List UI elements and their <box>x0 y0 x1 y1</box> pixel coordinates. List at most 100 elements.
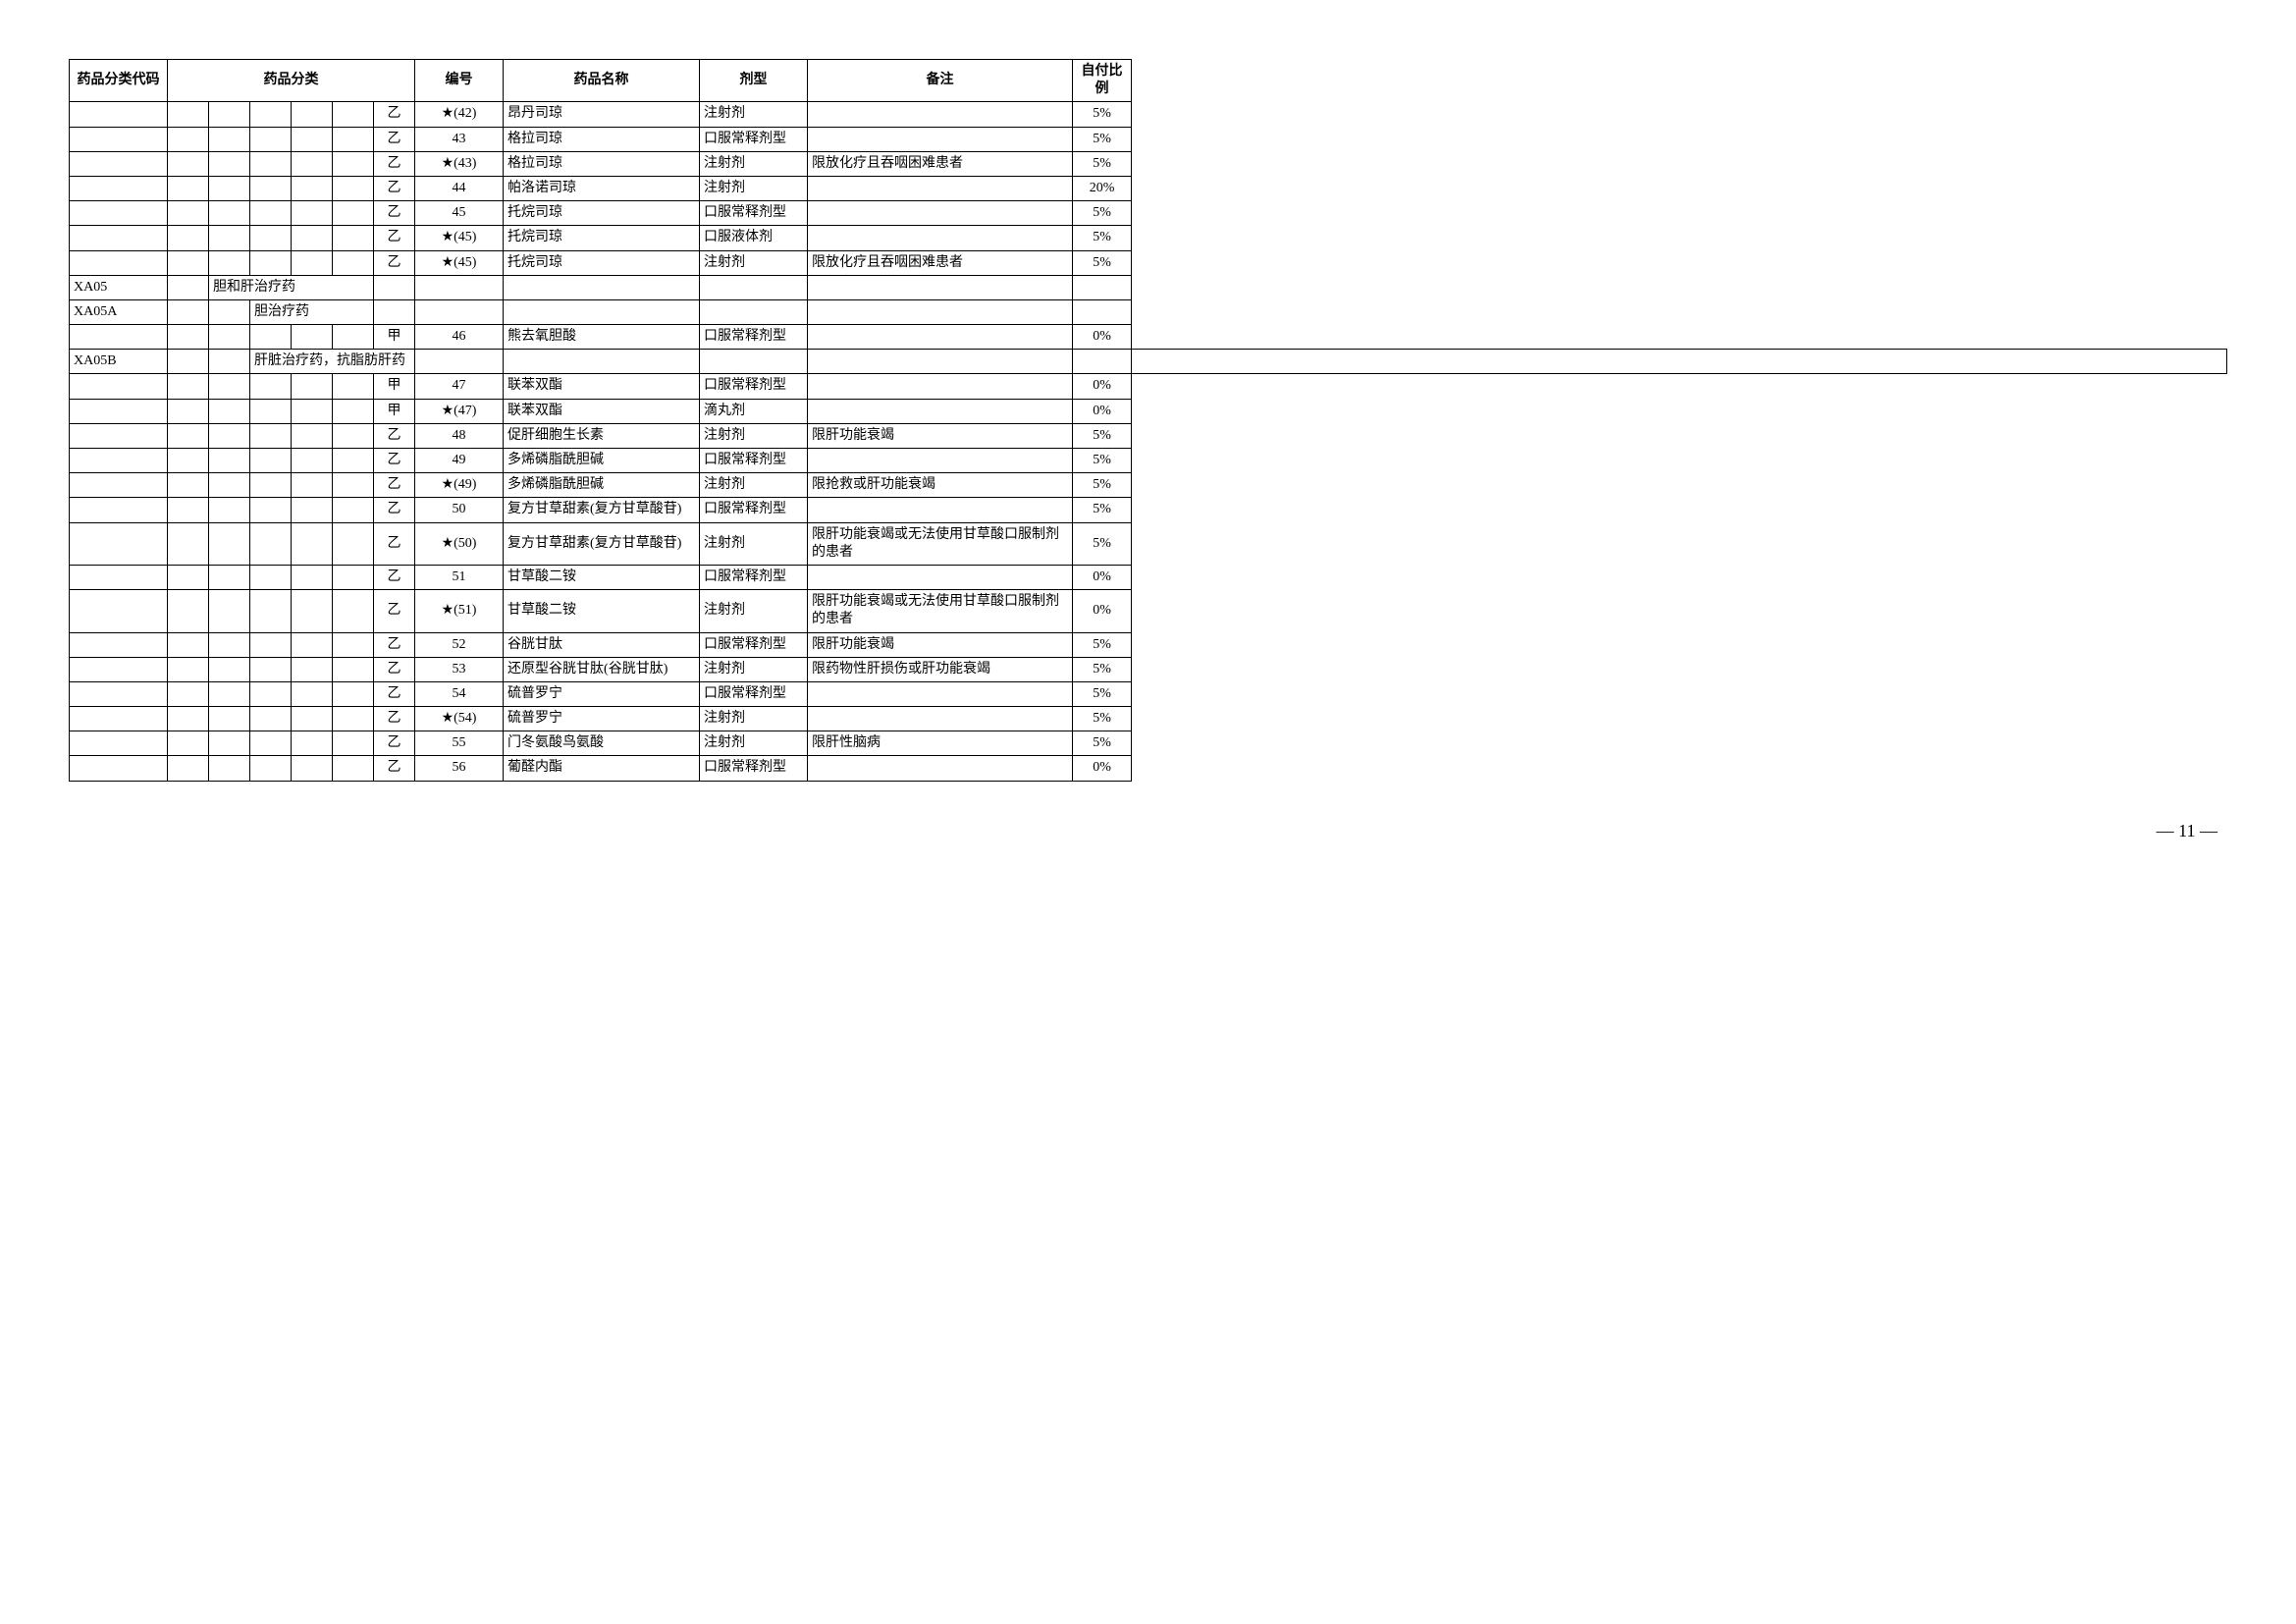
cell-note <box>808 201 1073 226</box>
cell-code <box>70 325 168 350</box>
cell-ratio: 5% <box>1073 449 1132 473</box>
cell-note <box>808 299 1073 324</box>
cell-cat <box>292 226 333 250</box>
cell-num: ★(45) <box>415 226 504 250</box>
cell-code: XA05 <box>70 275 168 299</box>
cell-form: 注射剂 <box>700 731 808 756</box>
cell-cat <box>292 707 333 731</box>
cell-form <box>700 299 808 324</box>
cell-cat <box>168 325 209 350</box>
cell-cat <box>292 423 333 448</box>
cell-num: ★(42) <box>415 102 504 127</box>
cell-name: 帕洛诺司琼 <box>504 176 700 200</box>
cell-cat <box>209 201 250 226</box>
cell-grade: 乙 <box>374 498 415 522</box>
cell-name: 甘草酸二铵 <box>504 565 700 589</box>
table-row: 乙55门冬氨酸鸟氨酸注射剂限肝性脑病5% <box>70 731 2227 756</box>
cell-ratio: 5% <box>1073 151 1132 176</box>
cell-code <box>70 449 168 473</box>
cell-cat <box>292 473 333 498</box>
cell-grade: 乙 <box>374 707 415 731</box>
table-row: 乙50复方甘草甜素(复方甘草酸苷)口服常释剂型5% <box>70 498 2227 522</box>
cell-num: ★(47) <box>415 399 504 423</box>
cell-cat <box>209 102 250 127</box>
cell-grade: 乙 <box>374 756 415 781</box>
cell-cat <box>209 731 250 756</box>
cell-cat <box>250 325 292 350</box>
cell-cat <box>250 498 292 522</box>
table-row: 乙48促肝细胞生长素注射剂限肝功能衰竭5% <box>70 423 2227 448</box>
cell-name <box>700 350 808 374</box>
cell-num: ★(49) <box>415 473 504 498</box>
cell-cat <box>209 423 250 448</box>
table-row: XA05A胆治疗药 <box>70 299 2227 324</box>
cell-num: 56 <box>415 756 504 781</box>
cell-cat <box>292 565 333 589</box>
cell-cat <box>209 473 250 498</box>
cell-cat <box>168 731 209 756</box>
cell-cat <box>333 374 374 399</box>
table-row: 乙45托烷司琼口服常释剂型5% <box>70 201 2227 226</box>
cell-cat <box>333 632 374 657</box>
cell-note <box>808 449 1073 473</box>
cell-ratio: 5% <box>1073 681 1132 706</box>
cell-grade: 乙 <box>374 250 415 275</box>
cell-num: ★(45) <box>415 250 504 275</box>
cell-code <box>70 151 168 176</box>
cell-ratio: 5% <box>1073 102 1132 127</box>
cell-name: 葡醛内酯 <box>504 756 700 781</box>
cell-name: 促肝细胞生长素 <box>504 423 700 448</box>
cell-code <box>70 399 168 423</box>
cell-name: 托烷司琼 <box>504 250 700 275</box>
cell-num: 43 <box>415 127 504 151</box>
cell-note <box>808 565 1073 589</box>
table-row: 乙★(42)昂丹司琼注射剂5% <box>70 102 2227 127</box>
cell-cat <box>333 176 374 200</box>
cell-name: 联苯双酯 <box>504 399 700 423</box>
cell-code <box>70 423 168 448</box>
cell-grade <box>415 350 504 374</box>
cell-num: ★(50) <box>415 522 504 565</box>
cell-code <box>70 681 168 706</box>
cell-grade: 甲 <box>374 399 415 423</box>
cell-cat <box>168 632 209 657</box>
cell-cat <box>333 473 374 498</box>
cell-grade <box>374 299 415 324</box>
cell-note <box>808 102 1073 127</box>
cell-name: 复方甘草甜素(复方甘草酸苷) <box>504 498 700 522</box>
cell-cat <box>168 473 209 498</box>
cell-cat <box>250 423 292 448</box>
cell-form <box>808 350 1073 374</box>
cell-cat <box>333 756 374 781</box>
cell-form: 注射剂 <box>700 176 808 200</box>
cell-cat <box>168 423 209 448</box>
cell-form: 注射剂 <box>700 423 808 448</box>
cell-grade: 甲 <box>374 374 415 399</box>
drug-table: 药品分类代码 药品分类 编号 药品名称 剂型 备注 自付比例 乙★(42)昂丹司… <box>69 59 2227 782</box>
cell-form: 注射剂 <box>700 151 808 176</box>
cell-form <box>700 275 808 299</box>
cell-code <box>70 590 168 632</box>
cell-code <box>70 250 168 275</box>
cell-cat <box>292 522 333 565</box>
cell-form: 注射剂 <box>700 707 808 731</box>
cell-num <box>504 350 700 374</box>
cell-ratio <box>1073 299 1132 324</box>
cell-grade: 乙 <box>374 657 415 681</box>
cell-cat <box>333 522 374 565</box>
cell-cat <box>292 374 333 399</box>
cell-cat <box>209 299 250 324</box>
cell-cat <box>292 250 333 275</box>
cell-num: ★(51) <box>415 590 504 632</box>
cell-note <box>1073 350 1132 374</box>
table-row: 甲46熊去氧胆酸口服常释剂型0% <box>70 325 2227 350</box>
table-row: 乙★(43)格拉司琼注射剂限放化疗且吞咽困难患者5% <box>70 151 2227 176</box>
cell-form: 口服常释剂型 <box>700 325 808 350</box>
cell-note <box>808 275 1073 299</box>
cell-ratio <box>1132 350 2227 374</box>
cell-cat <box>168 565 209 589</box>
cell-note: 限放化疗且吞咽困难患者 <box>808 250 1073 275</box>
cell-cat <box>292 399 333 423</box>
cell-form: 注射剂 <box>700 590 808 632</box>
cell-note <box>808 756 1073 781</box>
